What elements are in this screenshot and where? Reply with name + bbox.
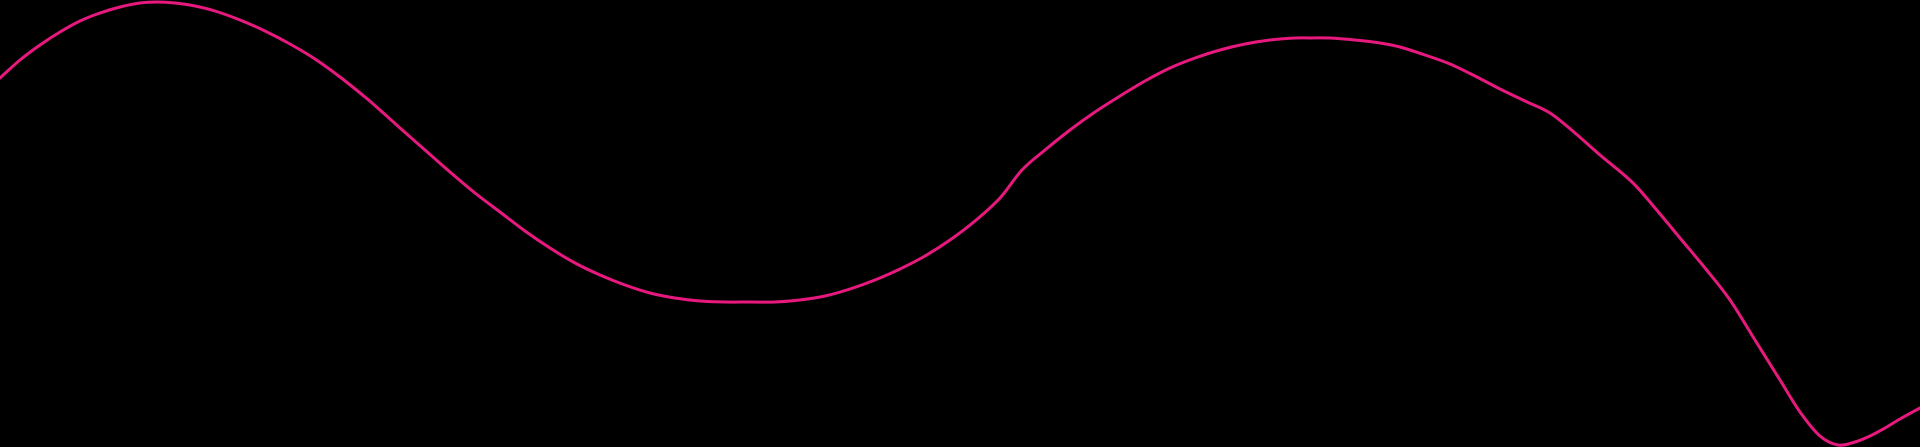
plot-canvas (0, 0, 1920, 447)
series-group (0, 0, 1920, 447)
chart-background (0, 0, 1920, 447)
wave-curve-line (0, 0, 1920, 447)
wave-chart (0, 0, 1920, 447)
